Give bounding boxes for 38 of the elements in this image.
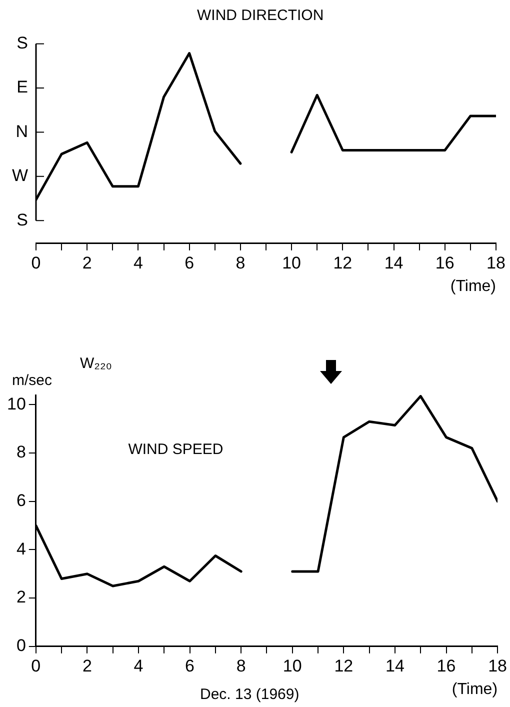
y-tick-label: 4 bbox=[16, 539, 26, 558]
x-tick-label: 14 bbox=[384, 253, 404, 272]
y-tick-label: 8 bbox=[16, 442, 26, 462]
text: W bbox=[12, 166, 28, 186]
x-tick-label: 16 bbox=[435, 253, 454, 272]
x-tick-label: 12 bbox=[334, 656, 354, 676]
text: E bbox=[16, 78, 28, 97]
x-tick-label: 12 bbox=[333, 253, 352, 272]
chart-title: WIND DIRECTION bbox=[197, 7, 324, 24]
text: Dec. 13 (1969) bbox=[200, 686, 300, 703]
text: S bbox=[16, 33, 28, 52]
x-axis-title: (Time) bbox=[452, 680, 498, 698]
x-tick-label: 2 bbox=[82, 253, 92, 272]
x-tick-label: 18 bbox=[486, 253, 506, 272]
y-tick-label: 2 bbox=[16, 588, 26, 607]
x-tick-label: 8 bbox=[236, 253, 246, 272]
text: WIND SPEED bbox=[128, 441, 224, 458]
x-axis-title: (Time) bbox=[450, 278, 496, 295]
x-tick-label: 10 bbox=[282, 656, 302, 676]
x-tick-label: 4 bbox=[134, 656, 144, 676]
x-tick-label: 18 bbox=[488, 656, 508, 676]
x-tick-label: 6 bbox=[184, 253, 194, 272]
x-tick-label: 10 bbox=[282, 253, 302, 272]
x-tick-label: 0 bbox=[31, 656, 41, 676]
x-tick-label: 0 bbox=[31, 253, 41, 272]
y-tick-label: 0 bbox=[16, 636, 26, 656]
x-tick-label: 8 bbox=[236, 656, 246, 676]
y-tick-label: 10 bbox=[6, 394, 26, 414]
text: N bbox=[16, 122, 28, 141]
x-tick-label: 14 bbox=[386, 656, 404, 676]
text: W₂₂₀ bbox=[80, 355, 112, 372]
x-tick-label: 2 bbox=[82, 656, 92, 676]
x-tick-label: 6 bbox=[185, 656, 195, 676]
x-tick-label: 16 bbox=[436, 656, 456, 676]
y-tick-label: 6 bbox=[16, 491, 26, 510]
y-axis-title: m/sec bbox=[12, 372, 52, 389]
x-tick-label: 4 bbox=[133, 253, 143, 272]
text: S bbox=[16, 210, 28, 230]
